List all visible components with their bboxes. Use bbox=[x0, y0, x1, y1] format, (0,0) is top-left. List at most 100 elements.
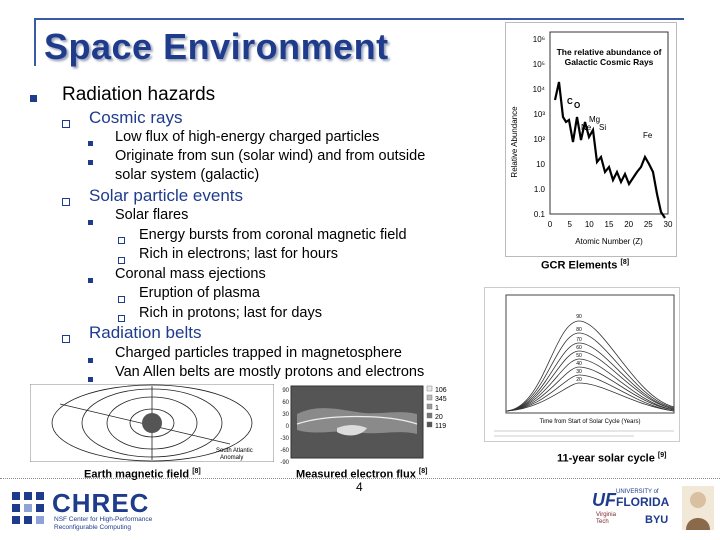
gcr-element-label: Fe bbox=[643, 131, 653, 140]
bullet-hollow bbox=[118, 231, 125, 249]
gcr-xtick: 10 bbox=[585, 220, 594, 229]
gcr-xtick: 25 bbox=[644, 220, 653, 229]
bullet-hollow bbox=[62, 193, 70, 211]
belts-item-1: Charged particles trapped in magnetosphe… bbox=[115, 345, 402, 361]
electron-legend-value: 1 bbox=[435, 405, 439, 412]
magnetic-field-figure: South Atlantic Anomaly bbox=[29, 383, 275, 463]
bullet-square bbox=[88, 369, 93, 387]
cme-item-2: Rich in protons; last for days bbox=[139, 305, 322, 321]
gcr-xtick: 0 bbox=[548, 220, 553, 229]
vt-logo: Virginia Tech bbox=[596, 512, 616, 525]
electron-legend-value: 345 bbox=[435, 396, 447, 403]
bullet-hollow bbox=[62, 115, 70, 133]
bullet-square bbox=[88, 152, 93, 170]
chrec-logo-text: CHREC bbox=[52, 488, 150, 518]
gcr-element-label: Mg bbox=[589, 115, 600, 124]
bullet-hollow bbox=[118, 290, 125, 308]
bullet-hollow bbox=[118, 309, 125, 327]
gcr-ytick: 1.0 bbox=[534, 185, 546, 194]
gcr-ylabel: Relative Abundance bbox=[510, 106, 519, 178]
gcr-xlabel: Atomic Number (Z) bbox=[575, 237, 643, 246]
gcr-caption: GCR Elements [8] bbox=[541, 259, 630, 272]
gcr-ytick: 10⁶ bbox=[533, 35, 545, 44]
solar-xlabel: Time from Start of Solar Cycle (Years) bbox=[540, 419, 641, 425]
electron-lat-tick: 30 bbox=[282, 412, 289, 418]
solar-curve-label: 90 bbox=[576, 314, 582, 320]
solar-events-label: Solar particle events bbox=[89, 186, 244, 205]
solar-cycle-figure: 90 80 70 60 50 40 30 20 Time from Start … bbox=[484, 287, 680, 442]
gcr-xtick: 30 bbox=[664, 220, 673, 229]
solar-curve-label: 50 bbox=[576, 353, 582, 359]
electron-lat-tick: 60 bbox=[282, 400, 289, 406]
gcr-title: The relative abundance of bbox=[557, 47, 662, 57]
cosmic-item-2-cont: solar system (galactic) bbox=[115, 167, 260, 183]
portrait-seal bbox=[682, 486, 714, 530]
solar-curve-label: 20 bbox=[576, 377, 582, 383]
chrec-logo-mark bbox=[10, 490, 50, 530]
magnetic-label: South Atlantic bbox=[216, 448, 253, 454]
gcr-element-label: C bbox=[567, 97, 573, 106]
solar-curve-label: 80 bbox=[576, 327, 582, 333]
electron-legend-value: 119 bbox=[435, 423, 446, 430]
gcr-xtick: 5 bbox=[567, 220, 572, 229]
bullet-square bbox=[88, 350, 93, 368]
chrec-subtitle-line: Reconfigurable Computing bbox=[54, 524, 131, 531]
gcr-ytick: 10³ bbox=[533, 110, 545, 119]
magnetic-label: Anomaly bbox=[220, 455, 243, 461]
bullet-hollow bbox=[118, 251, 125, 269]
belts-item-2: Van Allen belts are mostly protons and e… bbox=[115, 364, 425, 380]
electron-legend-value: 106 bbox=[435, 387, 447, 394]
heading-radiation: Radiation hazards bbox=[62, 84, 216, 105]
slide-title: Space Environment bbox=[44, 26, 389, 67]
cosmic-item-1: Low flux of high-energy charged particle… bbox=[115, 129, 380, 145]
gcr-xtick: 20 bbox=[624, 220, 633, 229]
chrec-subtitle-line: NSF Center for High-Performance bbox=[54, 516, 153, 523]
gcr-ytick: 10 bbox=[536, 160, 545, 169]
cme-item-1: Eruption of plasma bbox=[139, 285, 260, 301]
electron-legend-value: 20 bbox=[435, 414, 443, 421]
electron-flux-figure: 90 60 30 0 -30 -60 -90 106 345 1 20 119 bbox=[277, 384, 457, 466]
solar-curve-label: 60 bbox=[576, 345, 582, 351]
electron-caption: Measured electron flux [8] bbox=[296, 468, 428, 481]
bullet-square bbox=[30, 89, 37, 107]
bullet-square bbox=[88, 133, 93, 151]
gcr-element-label: O bbox=[574, 101, 580, 110]
solar-curve-label: 70 bbox=[576, 337, 582, 343]
cosmic-item-2: Originate from sun (solar wind) and from… bbox=[115, 148, 426, 164]
gcr-element-label: Si bbox=[599, 123, 606, 132]
chrec-subtitle: NSF Center for High-Performance Reconfig… bbox=[54, 516, 152, 532]
gcr-element-label: Ne bbox=[581, 123, 592, 132]
bullet-square bbox=[88, 212, 93, 230]
flare-item-1: Energy bursts from coronal magnetic fiel… bbox=[139, 227, 407, 243]
uf-line1: UNIVERSITY of bbox=[616, 489, 659, 495]
title-frame-top bbox=[34, 18, 684, 20]
footer-divider bbox=[0, 478, 720, 479]
gcr-figure: Relative Abundance 10⁶ 10⁵ 10⁴ 10³ 10² 1… bbox=[505, 22, 677, 257]
title-frame-left bbox=[34, 18, 36, 66]
flare-item-2: Rich in electrons; last for hours bbox=[139, 246, 339, 262]
page-number: 4 bbox=[356, 480, 363, 494]
gcr-ytick: 0.1 bbox=[534, 210, 546, 219]
solar-curve-label: 30 bbox=[576, 369, 582, 375]
bullet-square bbox=[88, 270, 93, 288]
uf-logo: UF bbox=[592, 490, 616, 510]
solar-curve-label: 40 bbox=[576, 361, 582, 367]
cosmic-rays-label: Cosmic rays bbox=[89, 108, 183, 127]
electron-lat-tick: 0 bbox=[286, 424, 290, 430]
solar-cycle-caption: 11-year solar cycle [9] bbox=[557, 452, 667, 465]
magnetic-caption: Earth magnetic field [8] bbox=[84, 468, 201, 481]
gcr-xtick: 15 bbox=[605, 220, 614, 229]
gcr-ytick: 10⁴ bbox=[533, 85, 546, 94]
solar-flares: Solar flares bbox=[115, 207, 189, 223]
gcr-title: Galactic Cosmic Rays bbox=[565, 57, 654, 67]
bullet-hollow bbox=[62, 330, 70, 348]
coronal-mass-ejections: Coronal mass ejections bbox=[115, 266, 266, 282]
electron-lat-tick: -30 bbox=[280, 436, 289, 442]
uf-line2: FLORIDA bbox=[616, 495, 670, 509]
radiation-belts-label: Radiation belts bbox=[89, 323, 202, 342]
byu-logo: BYU bbox=[645, 514, 669, 526]
electron-lat-tick: -90 bbox=[280, 460, 289, 466]
electron-lat-tick: -60 bbox=[280, 448, 289, 454]
gcr-ytick: 10⁵ bbox=[533, 60, 545, 69]
gcr-ytick: 10² bbox=[533, 135, 545, 144]
